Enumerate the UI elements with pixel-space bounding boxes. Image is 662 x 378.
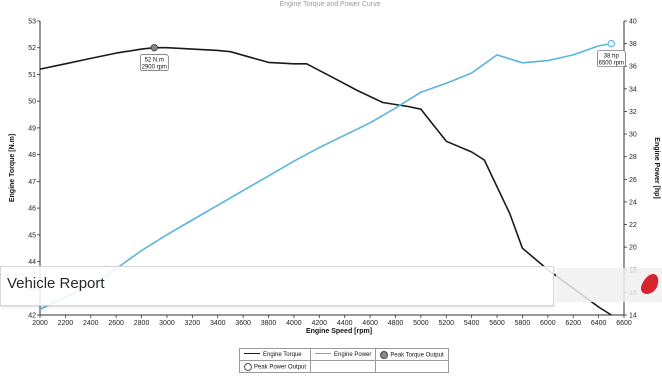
legend-empty-cell: [375, 360, 449, 373]
x-tick-label: 2400: [83, 320, 99, 327]
left-tick-label: 49: [28, 125, 36, 132]
peak-torque-callout-value: 52 N.m: [145, 58, 164, 64]
legend-item-peak-power: Peak Power Output: [238, 360, 312, 373]
x-tick-label: 2600: [108, 320, 124, 327]
x-tick-label: 4400: [337, 320, 353, 327]
legend-label-peak-power: Peak Power Output: [254, 364, 307, 371]
vehicle-report-label: Vehicle Report: [7, 275, 105, 292]
x-tick-label: 2800: [134, 320, 150, 327]
right-axis-title: Engine Power [hp]: [653, 137, 660, 198]
x-tick-label: 6200: [565, 320, 581, 327]
peak-power-callout-value: 38 hp: [604, 54, 620, 60]
left-tick-label: 48: [28, 152, 36, 159]
x-axis-ticks: 2000 2200 2400 2600 2800 3000 3200 3400 3600 3800…: [32, 315, 632, 327]
x-axis-title: Engine Speed [rpm]: [306, 328, 372, 335]
x-tick-label: 6000: [540, 320, 556, 327]
left-tick-label: 45: [28, 232, 36, 239]
right-tick-label: 22: [629, 222, 637, 229]
right-tick-label: 14: [629, 313, 637, 320]
x-tick-label: 5600: [489, 320, 505, 327]
x-tick-label: 4200: [312, 320, 328, 327]
brand-logo-strip: [556, 268, 662, 302]
peak-power-callout-rpm: 6500 rpm: [599, 61, 624, 67]
right-tick-label: 32: [629, 109, 637, 116]
x-tick-label: 4000: [286, 320, 302, 327]
x-tick-label: 3000: [159, 320, 175, 327]
left-tick-label: 47: [28, 179, 36, 186]
left-tick-label: 46: [28, 206, 36, 213]
right-tick-label: 40: [629, 19, 637, 26]
engine-power-series-line: [39, 42, 612, 311]
torque-line-icon: [244, 353, 260, 355]
legend-item-power: Engine Power: [310, 348, 377, 361]
left-tick-label: 42: [28, 313, 36, 320]
peak-torque-callout-rpm: 2900 rpm: [142, 65, 167, 71]
left-tick-label: 53: [28, 19, 36, 26]
series-layer: [39, 42, 612, 316]
legend-item-torque: Engine Torque: [238, 348, 312, 361]
x-tick-label: 4800: [388, 320, 404, 327]
power-line-icon: [315, 353, 332, 355]
chart-legend: Engine Torque Engine Power Peak Torque O…: [238, 348, 449, 373]
right-tick-label: 26: [629, 177, 637, 184]
legend-label-torque: Engine Torque: [263, 351, 302, 358]
right-tick-label: 24: [629, 199, 637, 206]
right-tick-label: 20: [629, 245, 637, 252]
x-tick-label: 5400: [464, 320, 480, 327]
x-tick-label: 3800: [261, 320, 277, 327]
chart-title: Engine Torque and Power Curve: [279, 1, 380, 8]
right-tick-label: 28: [629, 154, 637, 161]
right-tick-label: 34: [629, 86, 637, 93]
right-tick-label: 30: [629, 132, 637, 139]
x-tick-label: 5800: [515, 320, 531, 327]
peak-power-callout-box: [597, 50, 626, 67]
x-tick-label: 5200: [438, 320, 454, 327]
left-tick-label: 44: [28, 259, 36, 266]
left-tick-label: 50: [28, 99, 36, 106]
peak-torque-dot-icon: [380, 350, 389, 359]
x-tick-label: 2200: [58, 320, 74, 327]
right-tick-label: 38: [629, 41, 637, 48]
left-axis-title: Engine Torque [N.m]: [9, 134, 16, 202]
right-tick-label: 36: [629, 64, 637, 71]
x-tick-label: 4600: [362, 320, 378, 327]
x-tick-label: 6400: [591, 320, 607, 327]
engine-torque-series-line: [39, 46, 612, 316]
peak-power-dot-icon: [244, 362, 252, 371]
legend-label-peak-torque: Peak Torque Output: [390, 352, 444, 359]
left-tick-label: 52: [28, 45, 36, 52]
vehicle-report-banner[interactable]: Vehicle Report: [0, 266, 554, 306]
legend-item-peak-torque: Peak Torque Output: [375, 348, 449, 361]
legend-empty-cell: [310, 360, 377, 373]
x-tick-label: 3200: [185, 320, 201, 327]
x-tick-label: 2000: [32, 320, 48, 327]
left-tick-label: 51: [28, 72, 36, 79]
peak-torque-callout-box: [139, 54, 169, 72]
x-tick-label: 6600: [616, 320, 632, 327]
peak-power-marker: [607, 39, 616, 48]
x-tick-label: 3400: [210, 320, 226, 327]
brand-logo-icon: [638, 274, 662, 294]
x-tick-label: 3600: [235, 320, 251, 327]
legend-label-power: Engine Power: [334, 351, 372, 358]
peak-torque-marker: [150, 44, 158, 52]
x-tick-label: 5000: [413, 320, 429, 327]
